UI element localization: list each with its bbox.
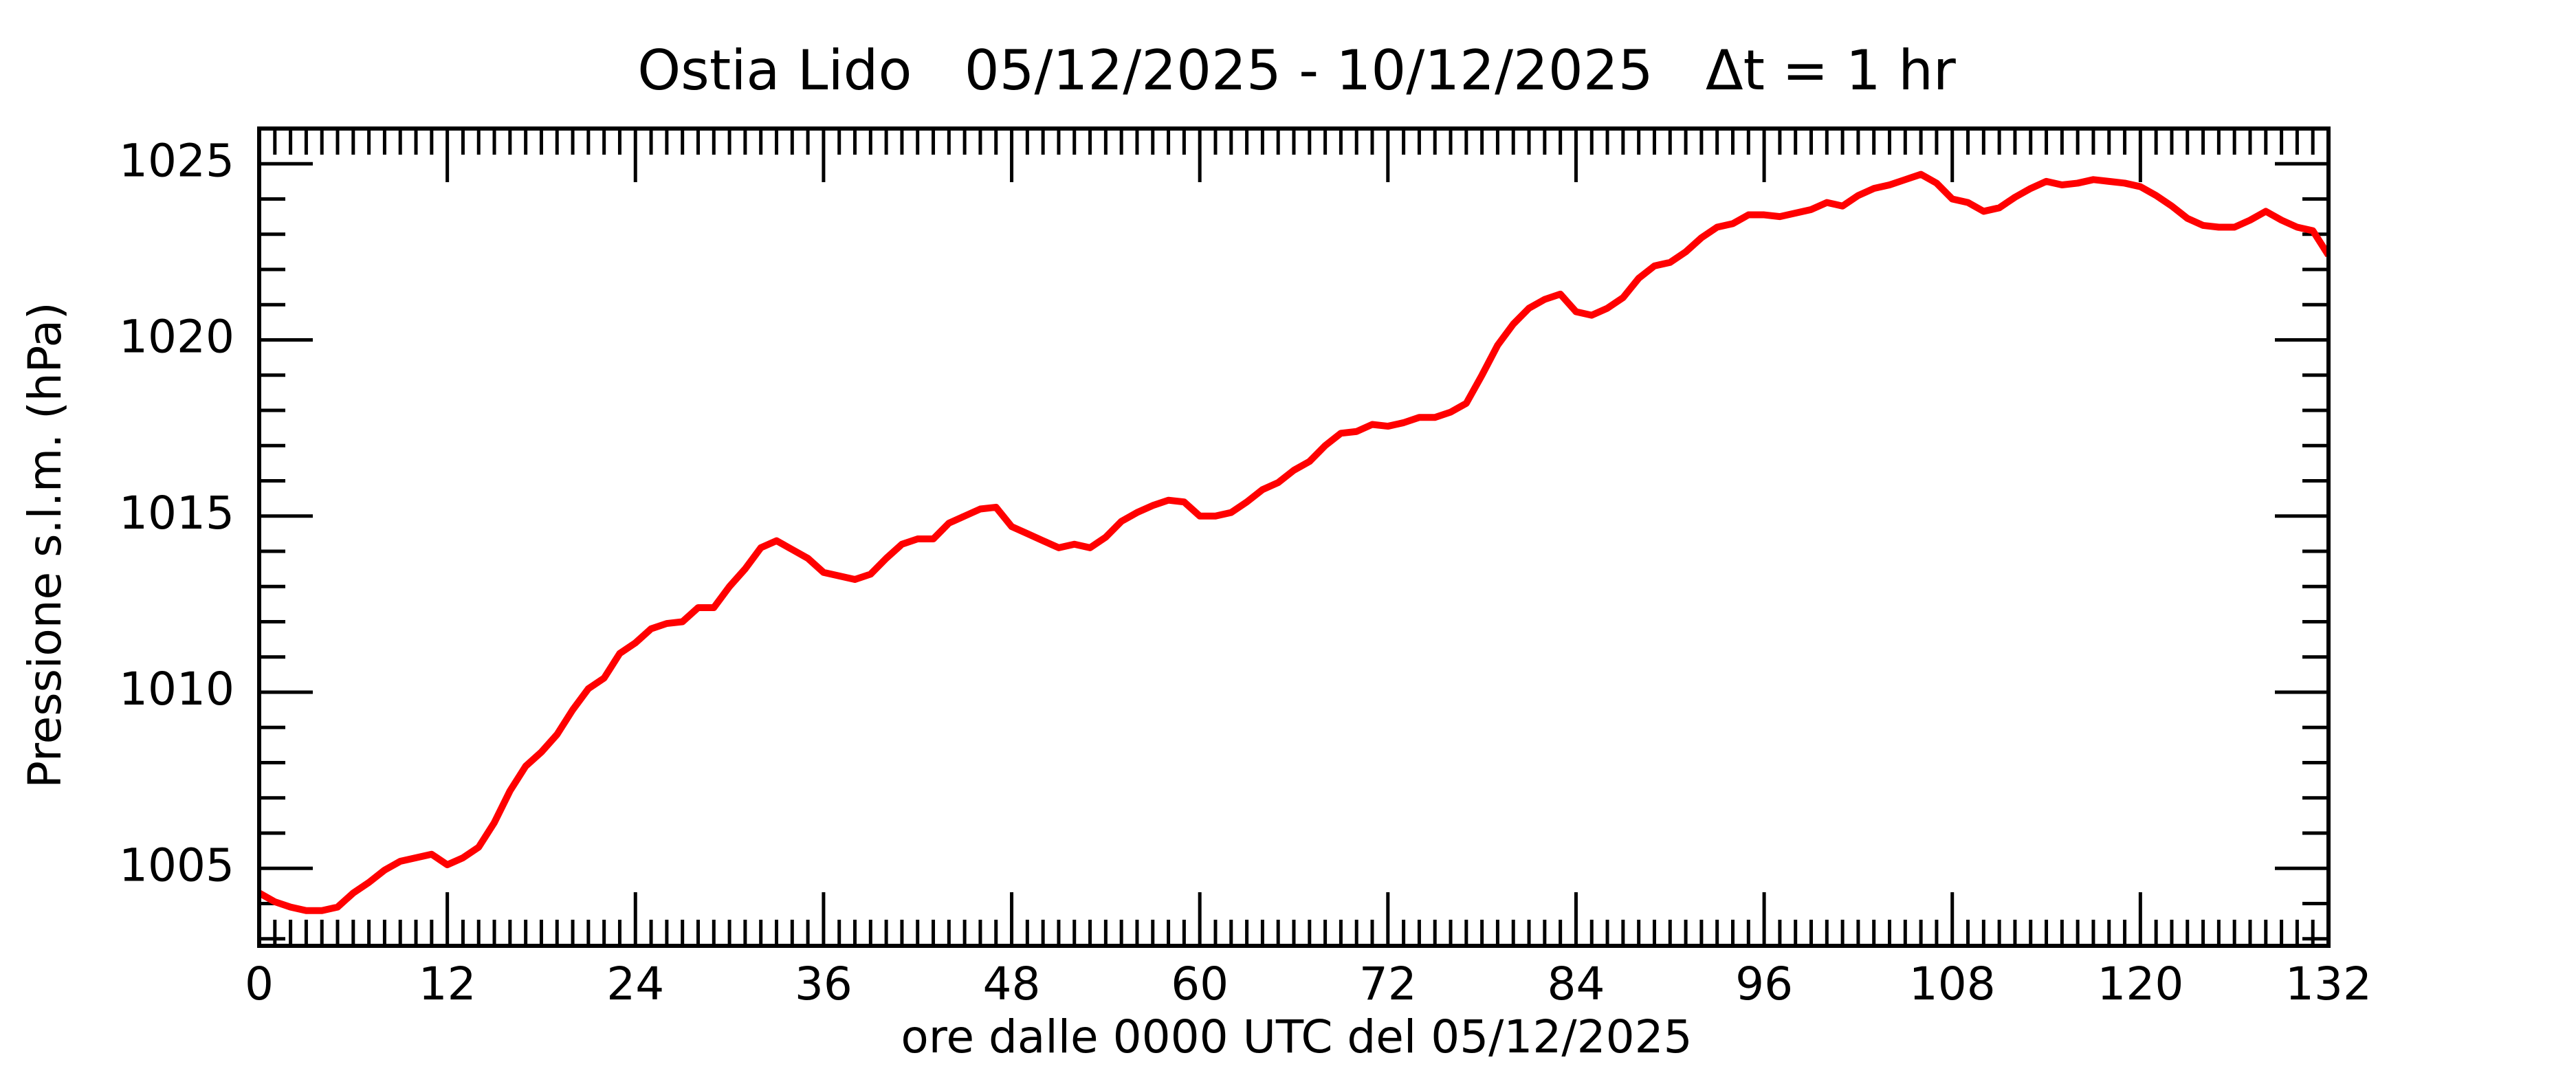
y-axis-label: Pressione s.l.m. (hPa) <box>19 302 71 788</box>
data-line <box>259 170 2329 914</box>
plot-frame <box>257 126 2331 948</box>
x-tick-label: 132 <box>2285 958 2372 1010</box>
x-tick-label: 48 <box>983 958 1041 1010</box>
y-tick-label: 1020 <box>119 311 234 364</box>
y-tick-label: 1015 <box>119 487 234 540</box>
x-axis-label: ore dalle 0000 UTC del 05/12/2025 <box>901 1010 1692 1063</box>
x-tick-label: 120 <box>2097 958 2183 1010</box>
x-tick-label: 96 <box>1735 958 1793 1010</box>
y-tick-label: 1025 <box>119 134 234 187</box>
x-tick-label: 0 <box>245 958 274 1010</box>
x-tick-label: 84 <box>1547 958 1605 1010</box>
y-tick-label: 1005 <box>119 839 234 892</box>
y-tick-label: 1010 <box>119 663 234 716</box>
x-tick-label: 72 <box>1359 958 1417 1010</box>
x-tick-label: 24 <box>606 958 664 1010</box>
x-tick-label: 12 <box>419 958 476 1010</box>
x-tick-label: 108 <box>1909 958 1996 1010</box>
x-tick-label: 60 <box>1171 958 1229 1010</box>
chart-title: Ostia Lido 05/12/2025 - 10/12/2025 Δt = … <box>637 38 1956 102</box>
x-tick-label: 36 <box>795 958 852 1010</box>
